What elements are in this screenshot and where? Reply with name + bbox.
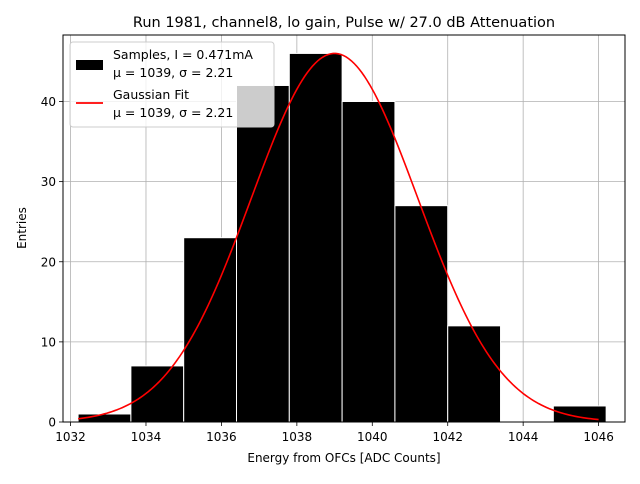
legend-samples-stats: μ = 1039, σ = 2.21 bbox=[113, 65, 233, 80]
y-tick-label: 10 bbox=[41, 335, 56, 349]
histogram-bar bbox=[236, 84, 290, 423]
x-tick-label: 1032 bbox=[55, 430, 86, 444]
y-tick-label: 40 bbox=[41, 95, 56, 109]
y-tick-label: 20 bbox=[41, 255, 56, 269]
x-tick-label: 1040 bbox=[357, 430, 388, 444]
chart-title: Run 1981, channel8, lo gain, Pulse w/ 27… bbox=[133, 15, 555, 31]
y-tick-label: 30 bbox=[41, 175, 56, 189]
x-tick-label: 1034 bbox=[131, 430, 162, 444]
gaussian-fit bbox=[77, 52, 599, 421]
legend-fit-label: Gaussian Fit bbox=[113, 87, 189, 102]
y-tick-label: 0 bbox=[48, 416, 56, 430]
axes-frame bbox=[62, 34, 626, 423]
y-axis-label: Entries bbox=[15, 207, 29, 249]
x-tick-label: 1044 bbox=[508, 430, 539, 444]
histogram-bar bbox=[447, 325, 502, 423]
histogram-bar bbox=[130, 365, 185, 423]
legend: Samples, I = 0.471mA μ = 1039, σ = 2.21 … bbox=[69, 41, 275, 128]
legend-fit-stats: μ = 1039, σ = 2.21 bbox=[113, 105, 233, 120]
x-tick-label: 1038 bbox=[282, 430, 313, 444]
x-tick-label: 1042 bbox=[432, 430, 463, 444]
histogram-bars bbox=[77, 52, 607, 423]
x-tick-label: 1046 bbox=[583, 430, 614, 444]
histogram-bar bbox=[288, 52, 343, 423]
x-tick-label: 1036 bbox=[206, 430, 237, 444]
gaussian-fit-curve bbox=[77, 52, 599, 421]
legend-box bbox=[69, 41, 275, 128]
legend-samples-label: Samples, I = 0.471mA bbox=[113, 47, 253, 62]
histogram-bar bbox=[394, 205, 449, 423]
histogram-bar bbox=[341, 101, 396, 423]
histogram-bar bbox=[183, 237, 238, 423]
x-axis-ticks: 1032 1034 1036 1038 1040 1042 1044 1046 bbox=[55, 422, 614, 444]
y-axis-ticks: 0 10 20 30 40 bbox=[41, 95, 63, 430]
x-axis-label: Energy from OFCs [ADC Counts] bbox=[247, 451, 440, 465]
legend-samples-swatch bbox=[76, 60, 103, 70]
